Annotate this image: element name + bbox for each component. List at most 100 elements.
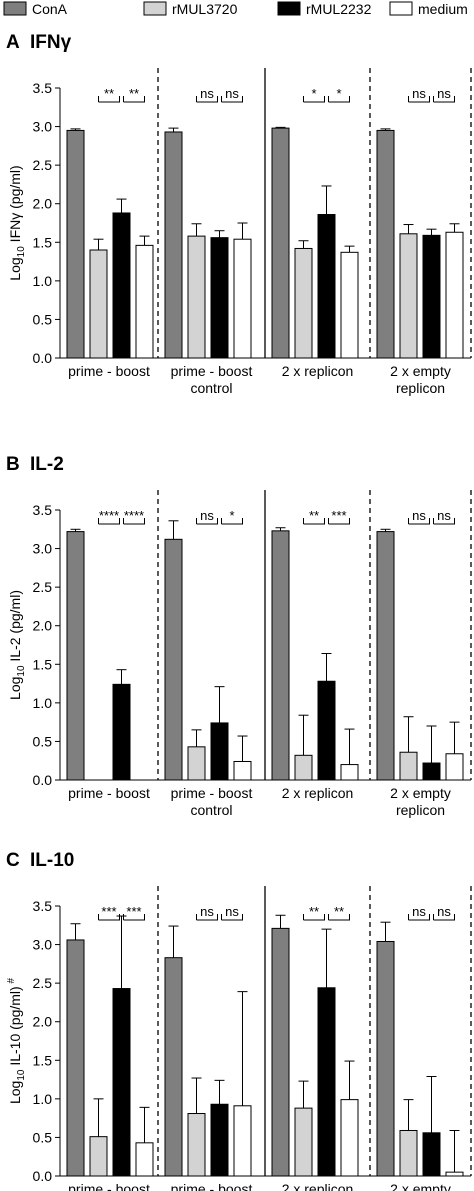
significance-bracket (328, 914, 350, 921)
y-tick-label: 3.5 (33, 502, 53, 518)
bar-medium (233, 238, 252, 359)
legend-label: ConA (32, 1, 68, 17)
legend-swatch-rmul3720 (143, 1, 167, 16)
legend-swatch-medium (389, 1, 413, 16)
category-label: prime - boost (68, 363, 150, 379)
panel-b: B IL-2 Log10 IL-2 (pg/ml) 0.0 0.5 1.0 1.5 2.0 2.… (6, 454, 472, 818)
panel-label: B (6, 454, 20, 475)
panel-title: IL-2 (30, 454, 64, 475)
y-tick-label: 2.5 (33, 579, 53, 595)
panel-title: IL-10 (30, 850, 74, 871)
bar-rmul2232 (210, 722, 229, 781)
significance-label: ns (225, 904, 239, 919)
significance-label: ns (200, 86, 214, 101)
y-tick-label: 3.0 (33, 937, 53, 953)
significance-label: * (311, 86, 316, 101)
significance-bracket (433, 96, 455, 103)
bar-medium (340, 251, 359, 359)
significance-bracket (221, 914, 243, 921)
y-tick-label: 0.5 (33, 1129, 53, 1145)
significance-label: ns (437, 86, 451, 101)
category-label: 2 x replicon (282, 785, 354, 801)
significance-label: ns (437, 508, 451, 523)
significance-bracket (433, 518, 455, 525)
legend-label: rMUL2232 (306, 1, 372, 17)
bar-medium (340, 1099, 359, 1177)
y-tick-label: 2.0 (33, 1014, 53, 1030)
significance-bracket (98, 96, 120, 103)
ylabel-prefix: Log (7, 257, 23, 280)
bar-rmul3720 (294, 1107, 313, 1177)
bar-rmul2232 (210, 1103, 229, 1177)
panel-title: IFNγ (30, 32, 72, 53)
ylabel-subscript: 10 (16, 665, 27, 677)
bar-medium (233, 1105, 252, 1177)
category-label: 2 x empty (390, 1181, 451, 1191)
significance-bracket (221, 518, 243, 525)
y-tick-label: 0.5 (33, 311, 53, 327)
category-label: prime - boost (171, 1181, 253, 1191)
bar-cona (271, 127, 290, 359)
category-label: prime - boost (171, 363, 253, 379)
legend-label: medium (418, 1, 468, 17)
significance-label: * (229, 508, 234, 523)
y-axis-label: Log10 IL-10 (pg/ml) # (6, 978, 27, 1105)
y-tick-label: 0.0 (33, 772, 53, 788)
bar-rmul3720 (294, 754, 313, 781)
significance-label: ns (412, 508, 426, 523)
bar-rmul3720 (89, 1136, 108, 1177)
significance-bracket (408, 518, 430, 525)
y-tick-label: 2.0 (33, 618, 53, 634)
significance-label: **** (99, 508, 119, 523)
bar-cona (271, 530, 290, 781)
y-axis-label: Log10 IFNγ (pg/ml) (7, 165, 27, 280)
category-label: prime - boost (68, 785, 150, 801)
bar-rmul3720 (89, 249, 108, 359)
bar-medium (340, 764, 359, 781)
ylabel-subscript: 10 (16, 1069, 27, 1081)
y-tick-label: 1.5 (33, 234, 53, 250)
bar-rmul2232 (112, 683, 131, 781)
significance-label: ns (225, 86, 239, 101)
category-label: replicon (396, 802, 445, 818)
bar-cona (376, 129, 395, 359)
bar-medium (233, 760, 252, 781)
y-axis-label: Log10 IL-2 (pg/ml) (7, 590, 27, 700)
bar-rmul3720 (187, 1113, 206, 1177)
bar-rmul2232 (317, 987, 336, 1177)
significance-label: ns (437, 904, 451, 919)
significance-bracket (303, 96, 325, 103)
y-tick-label: 3.0 (33, 119, 53, 135)
bar-rmul2232 (422, 762, 441, 781)
y-tick-label: 2.0 (33, 196, 53, 212)
significance-label: *** (126, 904, 141, 919)
y-tick-label: 1.5 (33, 1052, 53, 1068)
significance-bracket (123, 518, 145, 525)
bar-rmul2232 (112, 212, 131, 359)
significance-label: ns (200, 508, 214, 523)
bar-rmul3720 (399, 1129, 418, 1177)
significance-bracket (303, 518, 325, 525)
bar-cona (66, 531, 85, 781)
significance-bracket (433, 914, 455, 921)
ylabel-prefix: Log (7, 1081, 23, 1104)
y-tick-label: 0.0 (33, 1168, 53, 1184)
y-tick-label: 3.5 (33, 898, 53, 914)
bar-rmul3720 (399, 233, 418, 359)
bar-rmul3720 (399, 751, 418, 781)
ylabel-suffix: IFNγ (pg/ml) (7, 165, 23, 246)
y-tick-label: 1.0 (33, 695, 53, 711)
y-tick-label: 1.0 (33, 1091, 53, 1107)
bar-cona (376, 940, 395, 1177)
significance-bracket (98, 914, 120, 921)
ylabel-prefix: Log (7, 677, 23, 700)
significance-bracket (328, 518, 350, 525)
significance-bracket (196, 914, 218, 921)
y-tick-label: 0.5 (33, 733, 53, 749)
ylabel-suffix: IL-2 (pg/ml) (7, 590, 23, 665)
bar-rmul2232 (210, 237, 229, 359)
category-label: 2 x replicon (282, 1181, 354, 1191)
